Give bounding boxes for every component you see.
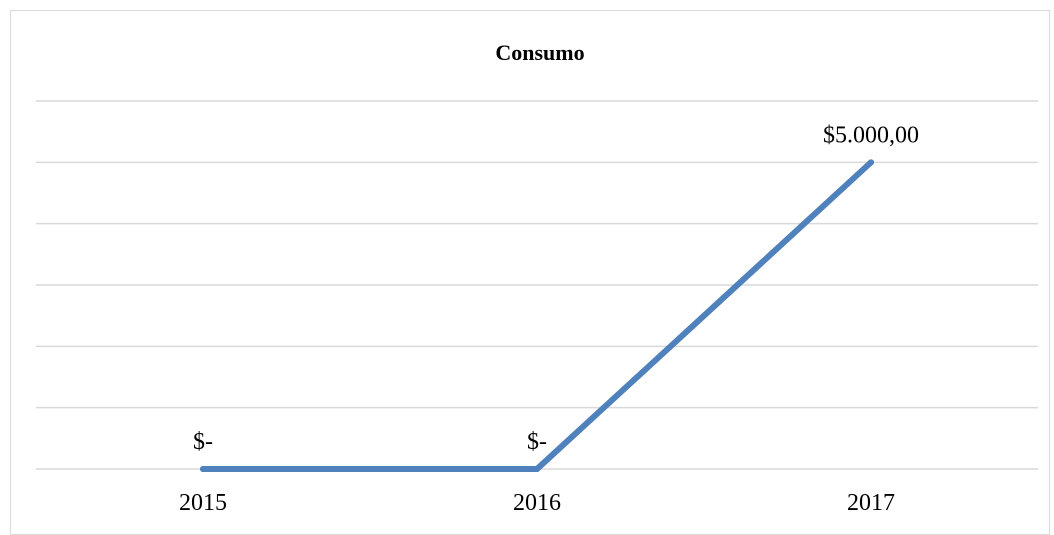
data-point-2017 [868, 159, 874, 166]
chart-frame [10, 10, 1050, 535]
x-tick-label-2015: 2015 [179, 490, 227, 516]
data-point-2015 [200, 466, 206, 472]
x-tick-label-2017: 2017 [847, 490, 895, 516]
x-tick-label-2016: 2016 [513, 490, 561, 516]
data-point-2016 [534, 466, 540, 472]
gridlines [36, 100, 1038, 470]
x-axis-ticks: 2015 2016 2017 [179, 490, 895, 516]
series-layer [200, 159, 874, 472]
data-labels: $- $- $5.000,00 [193, 122, 919, 455]
data-label-2017: $5.000,00 [823, 122, 919, 148]
data-label-2015: $- [193, 429, 213, 455]
chart-title: Consumo [495, 40, 584, 65]
series-line-0 [200, 159, 874, 472]
data-label-2016: $- [527, 429, 547, 455]
